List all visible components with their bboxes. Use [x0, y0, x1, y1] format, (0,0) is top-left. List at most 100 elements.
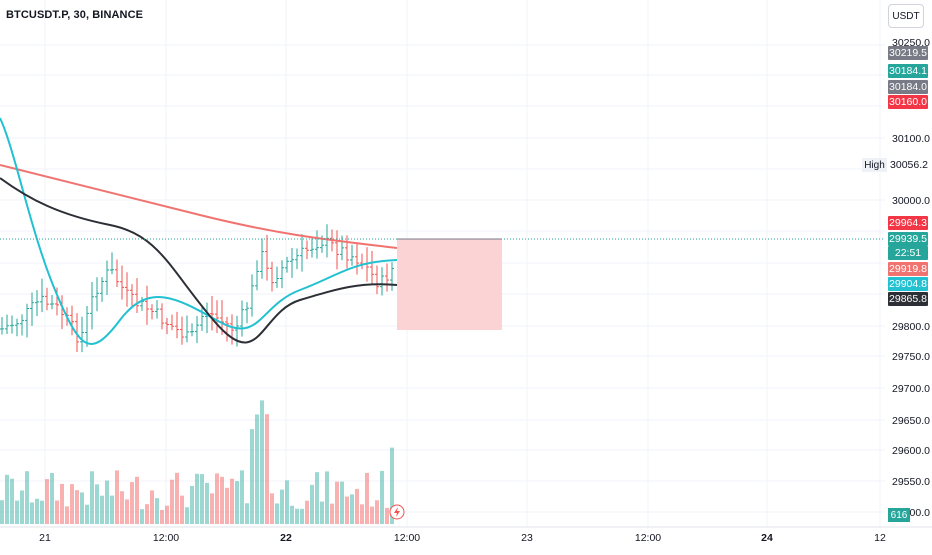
- volume-bar: [320, 501, 324, 524]
- price-tag: 30184.0: [888, 80, 928, 94]
- candle: [105, 260, 109, 296]
- candle: [340, 235, 344, 261]
- candle: [155, 300, 159, 319]
- candle: [30, 292, 34, 326]
- candle: [115, 259, 119, 287]
- symbol-title[interactable]: BTCUSDT.P, 30, BINANCE: [6, 9, 144, 21]
- candle: [150, 304, 154, 320]
- volume-bar: [220, 476, 224, 524]
- volume-bar: [75, 490, 79, 524]
- volume-bar: [240, 470, 244, 524]
- volume-bar: [270, 493, 274, 524]
- candle: [370, 250, 374, 285]
- time-label: 23: [521, 532, 533, 544]
- candle: [35, 290, 39, 317]
- short-position-tool: [389, 238, 502, 520]
- candle: [290, 247, 294, 278]
- candle: [240, 300, 244, 337]
- volume-bar: [200, 474, 204, 524]
- volume-bar: [45, 479, 49, 524]
- volume-bar: [375, 500, 379, 524]
- candle: [175, 311, 179, 339]
- volume-bar: [80, 492, 84, 524]
- candle: [40, 278, 44, 313]
- price-tag: 29904.8: [888, 277, 928, 291]
- volume-bar: [335, 481, 339, 524]
- volume-bar: [60, 483, 64, 524]
- volume-bar: [25, 471, 29, 524]
- volume-bar: [50, 472, 54, 524]
- volume-bar: [225, 487, 229, 524]
- candle: [160, 303, 164, 330]
- candle: [200, 306, 204, 331]
- volume-bar: [190, 485, 194, 524]
- currency-button[interactable]: USDT: [888, 4, 924, 28]
- volume-bar: [360, 504, 364, 524]
- time-label: 12: [874, 532, 886, 544]
- candle: [10, 315, 14, 334]
- candle: [95, 277, 99, 312]
- candle: [380, 267, 384, 296]
- time-label: 22: [280, 532, 292, 544]
- candle: [0, 317, 4, 335]
- time-label: 12:00: [153, 532, 179, 544]
- volume-bar: [350, 494, 354, 524]
- candle: [305, 240, 309, 260]
- candle: [215, 300, 219, 333]
- candle: [280, 260, 284, 289]
- volume-bar: [160, 509, 164, 524]
- volume-bar: [230, 478, 234, 524]
- candle: [225, 316, 229, 342]
- volume-bar: [180, 495, 184, 524]
- candle: [135, 278, 139, 313]
- high-label: High: [862, 158, 887, 172]
- candle: [170, 314, 174, 331]
- volume-bar: [390, 447, 394, 524]
- candle: [15, 318, 19, 337]
- candle: [375, 265, 379, 295]
- volume-bar: [195, 473, 199, 524]
- volume-bar: [150, 490, 154, 524]
- candle: [85, 306, 89, 347]
- volume-bar: [295, 508, 299, 524]
- volume-bar: [100, 495, 104, 524]
- candle: [275, 266, 279, 288]
- volume-bar: [5, 474, 9, 524]
- candle: [190, 323, 194, 337]
- candle: [130, 284, 134, 309]
- candle: [325, 224, 329, 258]
- volume-bar: [175, 472, 179, 524]
- volume-bar: [170, 479, 174, 524]
- time-label: 21: [39, 532, 51, 544]
- candles: [0, 224, 394, 353]
- candle: [75, 313, 79, 353]
- candle: [390, 262, 394, 291]
- candle: [210, 296, 214, 331]
- time-label: 12:00: [635, 532, 661, 544]
- price-tick-label: 29650.0: [892, 415, 930, 427]
- candle: [345, 235, 349, 269]
- volume-bar: [235, 481, 239, 524]
- candle: [385, 263, 389, 292]
- volume-bar: [355, 488, 359, 524]
- candle: [5, 314, 9, 334]
- ma-red-line: [0, 164, 398, 249]
- volume-bar: [380, 470, 384, 524]
- price-tick-label: 29750.0: [892, 351, 930, 363]
- candle: [110, 252, 114, 275]
- volume-bar: [155, 498, 159, 524]
- price-tag: 29964.3: [888, 216, 928, 230]
- price-tag: 22:51: [888, 246, 928, 260]
- volume-bar: [115, 470, 119, 524]
- candle: [270, 261, 274, 292]
- volume-bar: [315, 472, 319, 524]
- volume-bar: [85, 504, 89, 524]
- candle: [125, 272, 129, 307]
- volume-bar: [215, 473, 219, 524]
- volume-bar: [280, 489, 284, 524]
- volume-bar: [165, 505, 169, 524]
- price-tag: 29865.8: [888, 292, 928, 306]
- volume-bar: [210, 493, 214, 524]
